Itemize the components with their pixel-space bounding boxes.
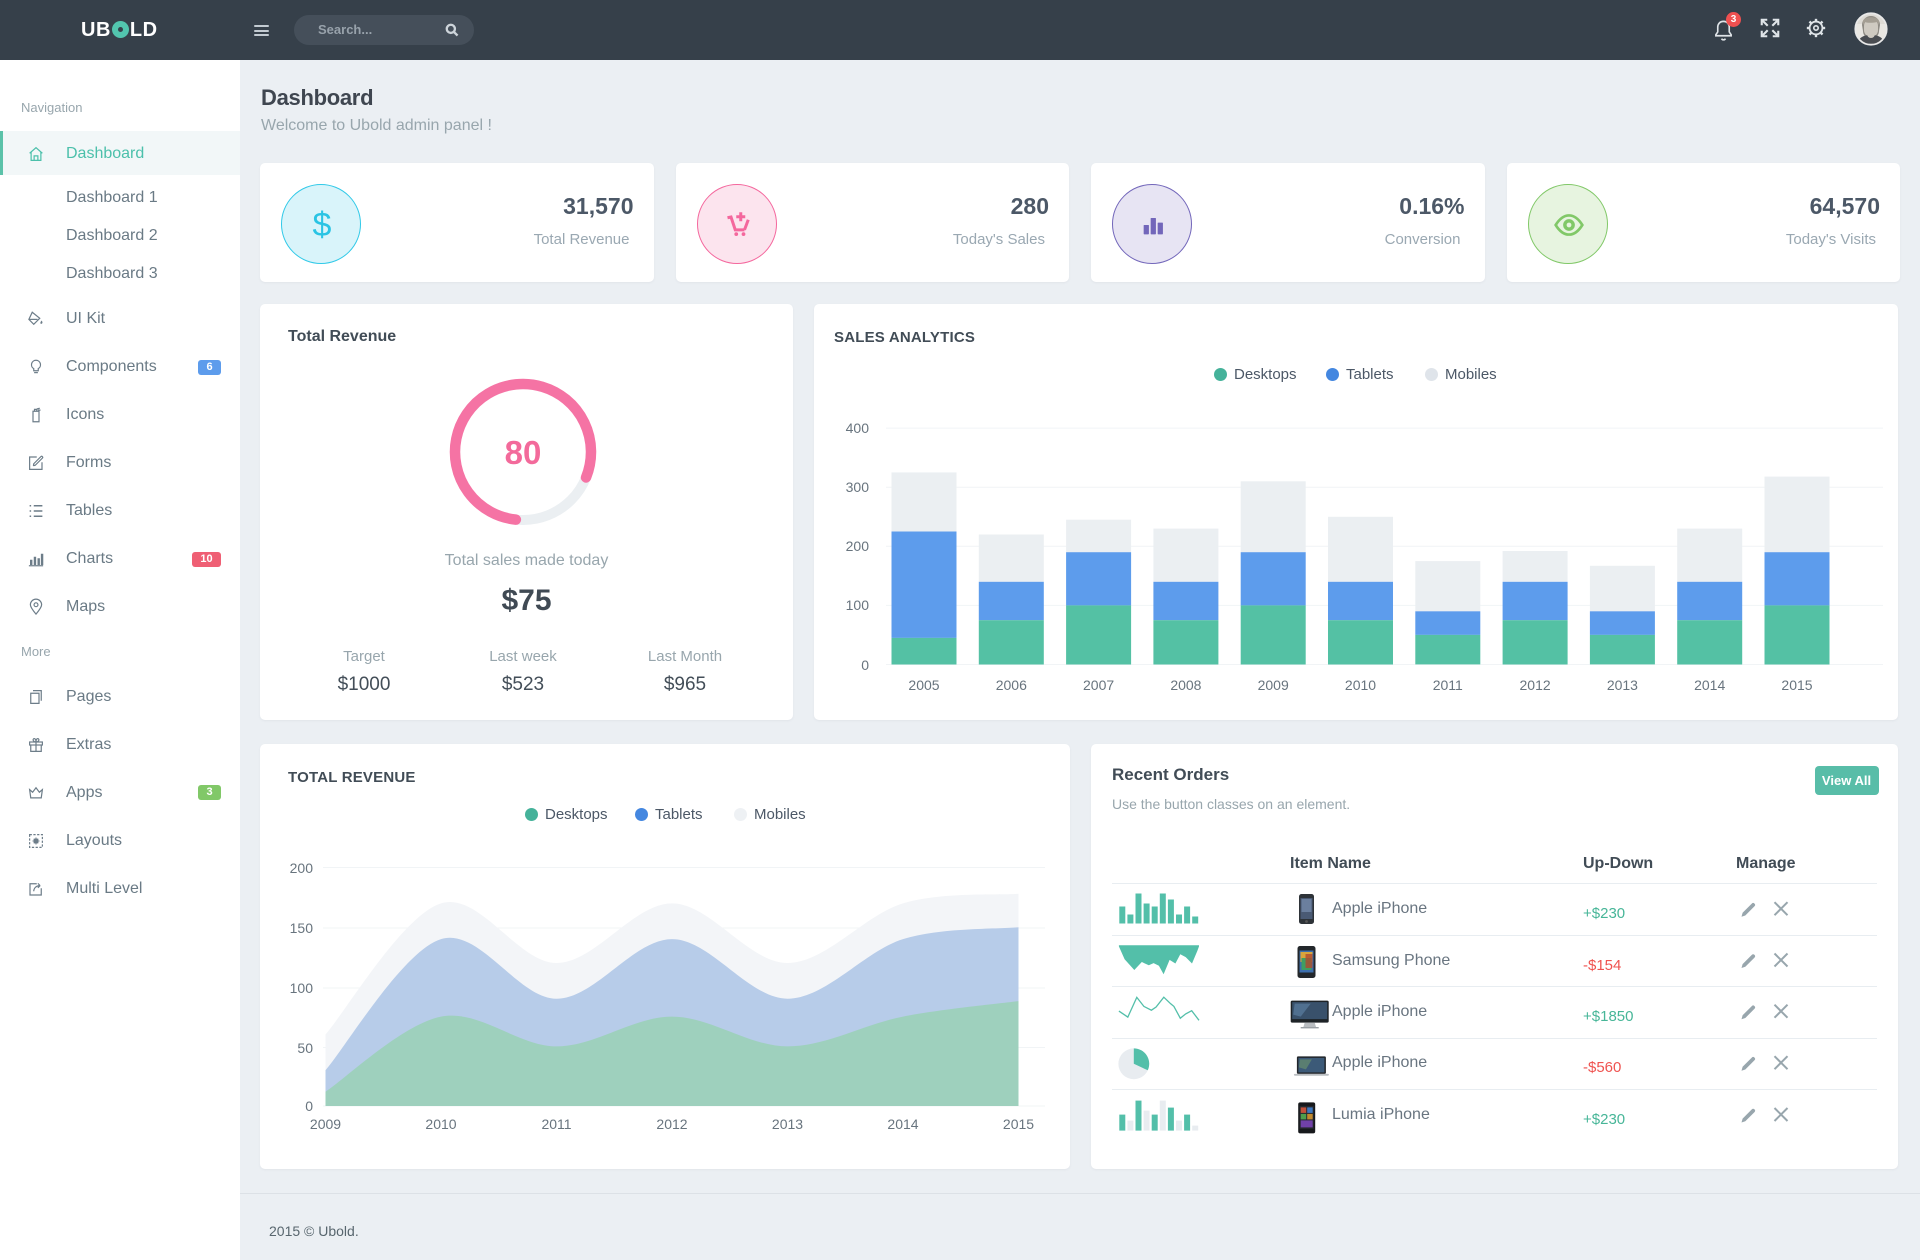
svg-text:80: 80: [505, 434, 542, 471]
